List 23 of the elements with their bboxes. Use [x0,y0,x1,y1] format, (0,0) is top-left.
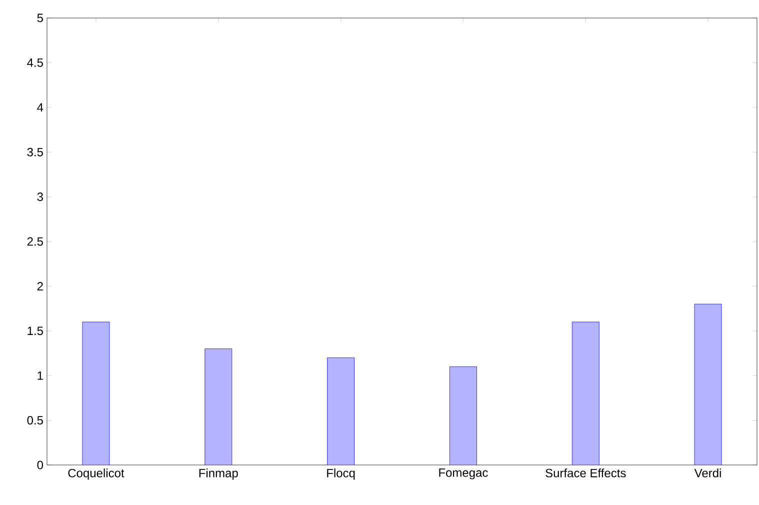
y-tick-label: 3 [37,192,43,202]
y-tick-label: 0.5 [27,416,43,425]
x-tick-label: Surface Effects [546,468,626,478]
y-tick-label: 3.5 [27,148,43,156]
y-tick-label: 4.5 [27,58,43,67]
y-tick-label: 2.5 [27,237,43,246]
x-tick-label: Fomegac [439,468,488,480]
x-tick-label: Flocq [327,468,355,480]
x-tick-label: Coquelicot [68,468,124,480]
bar [327,358,354,465]
y-tick-label: 1.5 [28,326,43,336]
y-tick-label: 4 [37,103,44,112]
bar [450,366,477,465]
bar [694,304,722,465]
y-tick-label: 1 [38,371,43,380]
bar [204,348,232,465]
bar [572,322,600,465]
bar [82,322,110,465]
y-tick-label: 0 [37,460,44,470]
y-tick-label: 2 [37,282,43,290]
y-tick-label: 5 [37,14,43,22]
x-tick-label: Finmap [199,468,238,480]
x-tick-label: Verdi [694,468,721,478]
